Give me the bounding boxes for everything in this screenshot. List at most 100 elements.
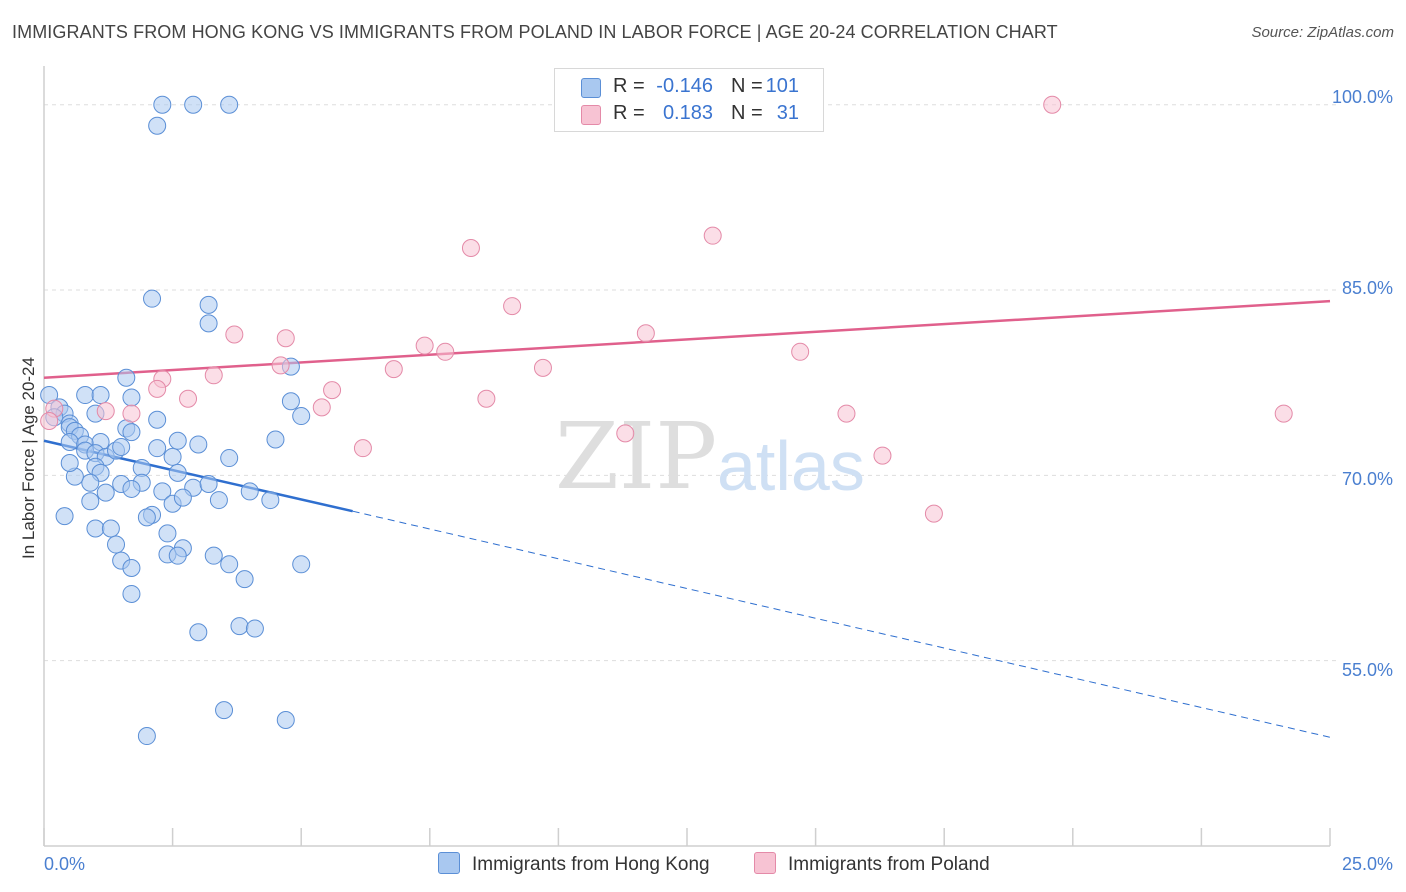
chart-title: IMMIGRANTS FROM HONG KONG VS IMMIGRANTS …	[12, 22, 1058, 42]
data-point-hong-kong	[148, 439, 167, 458]
data-point-hong-kong	[199, 295, 218, 314]
source-credit: Source: ZipAtlas.com	[1251, 24, 1394, 41]
data-point-hong-kong	[168, 546, 187, 565]
data-point-hong-kong	[122, 584, 141, 603]
data-point-poland	[791, 342, 810, 361]
data-point-hong-kong	[261, 491, 280, 510]
data-point-poland	[415, 336, 434, 355]
legend-n-value: 31	[776, 102, 799, 124]
data-point-poland	[873, 446, 892, 465]
data-point-hong-kong	[91, 386, 110, 405]
data-point-hong-kong	[55, 507, 74, 526]
data-point-poland	[436, 342, 455, 361]
correlation-legend: R = -0.146 N = 101 R = 0.183 N = 31	[554, 68, 824, 132]
data-point-poland	[276, 329, 295, 348]
data-point-hong-kong	[148, 116, 167, 135]
data-point-hong-kong	[184, 95, 203, 114]
tick-labels: 55.0% 70.0% 85.0% 100.0% 0.0% 25.0%	[44, 87, 1393, 874]
data-point-hong-kong	[199, 314, 218, 333]
data-points	[40, 95, 1293, 746]
data-point-poland	[1043, 95, 1062, 114]
data-point-hong-kong	[235, 570, 254, 589]
data-point-hong-kong	[189, 623, 208, 642]
data-point-poland	[323, 381, 342, 400]
data-point-hong-kong	[276, 710, 295, 729]
y-tick-label: 55.0%	[1342, 660, 1393, 680]
data-point-hong-kong	[101, 519, 120, 538]
legend-n-label: N =	[731, 102, 763, 124]
data-point-poland	[533, 358, 552, 377]
series-legend-hong-kong: Immigrants from Hong Kong	[438, 852, 710, 876]
data-point-hong-kong	[153, 482, 172, 501]
legend-r-label: R =	[613, 75, 645, 97]
data-point-poland	[503, 297, 522, 316]
data-point-hong-kong	[199, 475, 218, 494]
y-tick-label: 100.0%	[1332, 87, 1393, 107]
data-point-hong-kong	[137, 508, 156, 527]
data-point-hong-kong	[76, 386, 95, 405]
data-point-hong-kong	[204, 546, 223, 565]
data-point-hong-kong	[209, 491, 228, 510]
legend-r-value: 0.183	[662, 102, 713, 124]
data-point-hong-kong	[122, 388, 141, 407]
data-point-hong-kong	[122, 479, 141, 498]
axes	[43, 66, 1331, 847]
data-point-hong-kong	[86, 519, 105, 538]
data-point-poland	[636, 324, 655, 343]
data-point-hong-kong	[220, 95, 239, 114]
legend-n-label: N =	[731, 75, 763, 97]
data-point-poland	[204, 366, 223, 385]
data-point-hong-kong	[292, 407, 311, 426]
x-tick-label: 0.0%	[44, 854, 85, 874]
series-swatch-pink	[754, 852, 776, 874]
data-point-hong-kong	[117, 368, 136, 387]
data-point-poland	[312, 398, 331, 417]
legend-swatch-pink	[581, 105, 601, 125]
data-point-poland	[1274, 404, 1293, 423]
data-point-poland	[353, 439, 372, 458]
watermark-zip: ZIP	[555, 403, 717, 510]
data-point-hong-kong	[292, 555, 311, 574]
data-point-hong-kong	[81, 492, 100, 511]
y-tick-label: 70.0%	[1342, 469, 1393, 489]
data-point-hong-kong	[153, 95, 172, 114]
data-point-hong-kong	[245, 619, 264, 638]
legend-swatch-blue	[581, 78, 601, 98]
data-point-poland	[616, 424, 635, 443]
data-point-hong-kong	[281, 392, 300, 411]
data-point-hong-kong	[143, 289, 162, 308]
data-point-poland	[40, 411, 59, 430]
data-point-hong-kong	[60, 432, 79, 451]
data-point-poland	[148, 379, 167, 398]
data-point-poland	[96, 402, 115, 421]
data-point-poland	[225, 325, 244, 344]
trend-line-hong-kong-extended	[352, 510, 1331, 738]
data-point-hong-kong	[168, 431, 187, 450]
data-point-hong-kong	[148, 410, 167, 429]
data-point-poland	[837, 404, 856, 423]
data-point-poland	[179, 389, 198, 408]
data-point-poland	[703, 226, 722, 245]
x-tick-label: 25.0%	[1342, 854, 1393, 874]
data-point-poland	[461, 239, 480, 258]
data-point-poland	[924, 504, 943, 523]
data-point-hong-kong	[220, 449, 239, 468]
data-point-hong-kong	[215, 701, 234, 720]
data-point-hong-kong	[81, 473, 100, 492]
data-point-hong-kong	[122, 423, 141, 442]
series-swatch-blue	[438, 852, 460, 874]
data-point-hong-kong	[220, 555, 239, 574]
data-point-hong-kong	[163, 447, 182, 466]
data-point-poland	[477, 389, 496, 408]
data-point-hong-kong	[96, 483, 115, 502]
data-point-hong-kong	[158, 524, 177, 543]
y-axis-label: In Labor Force | Age 20-24	[19, 357, 38, 559]
data-point-hong-kong	[173, 488, 192, 507]
data-point-poland	[384, 360, 403, 379]
data-point-poland	[271, 356, 290, 375]
legend-r-label: R =	[613, 102, 645, 124]
data-point-hong-kong	[107, 535, 126, 554]
data-point-hong-kong	[60, 454, 79, 472]
data-point-hong-kong	[112, 437, 131, 456]
series-legend-poland: Immigrants from Poland	[754, 852, 990, 876]
